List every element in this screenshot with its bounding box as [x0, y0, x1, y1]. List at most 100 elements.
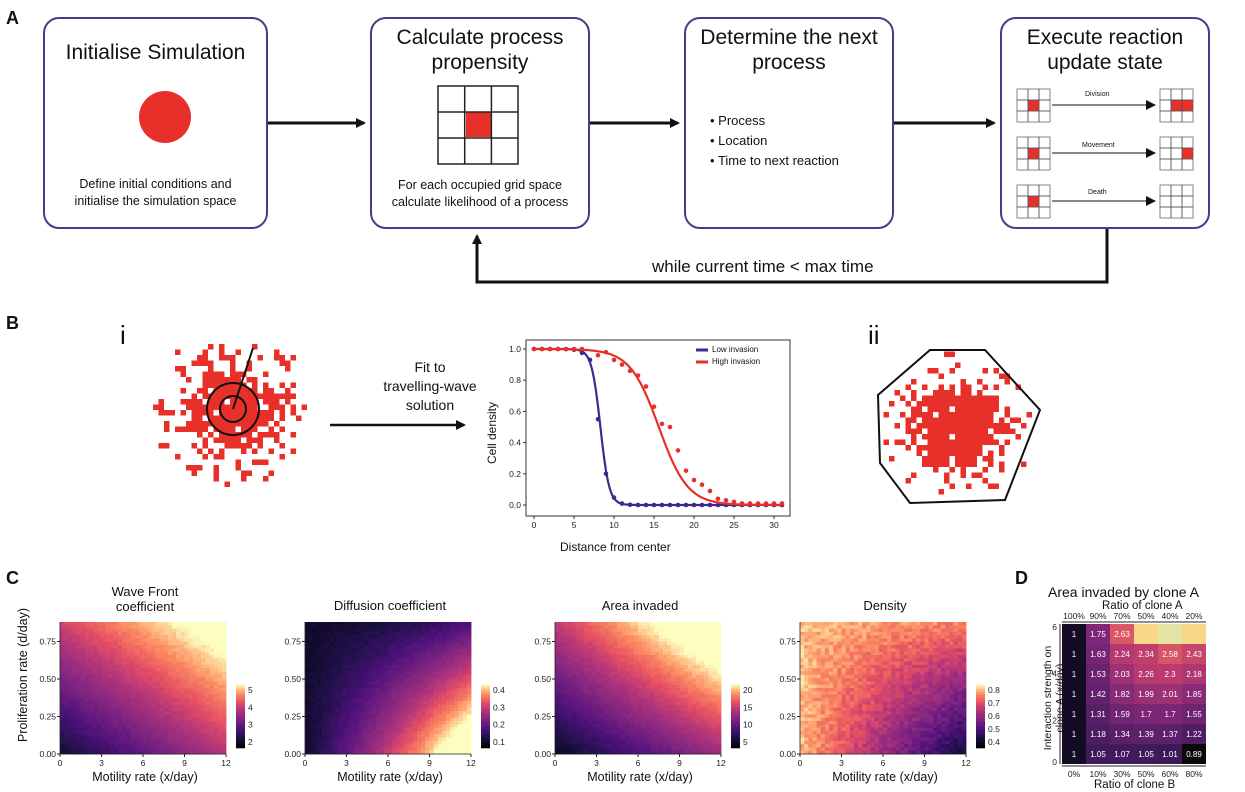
heat-cell — [571, 707, 577, 712]
heat-cell — [188, 671, 194, 676]
heat-cell — [367, 724, 372, 728]
colorbar-step — [481, 701, 490, 704]
heat-cell — [642, 707, 647, 712]
colorbar-tick-label: 4 — [248, 702, 253, 712]
cell — [268, 415, 274, 421]
heat-cell — [205, 678, 210, 682]
heat-cell — [367, 730, 372, 735]
heat-cell — [209, 671, 214, 676]
heat-cell — [563, 668, 568, 672]
heat-cell — [313, 664, 318, 669]
heat-cell — [388, 704, 393, 709]
heat-cell — [608, 704, 614, 709]
heat-cell — [109, 641, 115, 646]
heat-cell — [392, 664, 397, 669]
heat-cell — [163, 730, 169, 735]
heat-cell — [309, 684, 314, 689]
heat-cell — [371, 658, 376, 662]
heat-cell — [172, 648, 177, 653]
cell — [955, 395, 961, 401]
heat-cell — [147, 721, 152, 725]
heat-cell — [600, 622, 606, 626]
heat-cell — [358, 684, 364, 689]
cell — [263, 388, 269, 394]
heat-cell — [466, 655, 472, 659]
cell — [999, 428, 1005, 434]
heat-cell — [437, 704, 443, 709]
heat-cell — [563, 628, 568, 633]
heat-cell — [446, 628, 451, 633]
heat-cell — [305, 701, 310, 705]
heat-cell — [217, 730, 223, 735]
heat-cell — [342, 737, 347, 742]
heat-cell — [608, 750, 614, 755]
heat-cell — [84, 668, 90, 672]
heat-cell — [64, 744, 69, 748]
heat-cell — [138, 711, 144, 715]
heat-cell — [450, 750, 455, 755]
heat-cell — [412, 658, 418, 662]
heat-cell — [625, 737, 631, 742]
heat-cell — [629, 635, 635, 639]
heat-cell — [358, 631, 364, 636]
cell — [202, 388, 208, 394]
heat-cell — [375, 658, 381, 662]
heat-cell — [350, 625, 356, 629]
cell — [988, 406, 994, 412]
heat-cell — [400, 671, 405, 676]
heat-cell — [458, 694, 464, 699]
heat-cell — [109, 668, 115, 672]
heat-cell — [617, 714, 622, 719]
heat-cell — [305, 688, 310, 692]
heat-cell — [159, 740, 165, 745]
heat-cell — [64, 658, 69, 662]
heat-cell — [466, 707, 472, 712]
heat-cell — [334, 701, 339, 705]
heat-cell — [559, 721, 564, 725]
heat-cell — [604, 625, 610, 629]
heat-cell — [64, 655, 69, 659]
cell — [252, 426, 258, 432]
cell — [224, 437, 230, 443]
heat-cell — [350, 740, 356, 745]
cell — [235, 415, 241, 421]
heat-cell — [650, 622, 655, 626]
heat-cell — [109, 684, 115, 689]
heat-cell — [163, 664, 169, 669]
cell — [966, 428, 972, 434]
cell — [944, 428, 950, 434]
heat-cell — [305, 678, 310, 682]
data-point — [579, 346, 585, 352]
execute-title-2: update state — [1047, 51, 1163, 74]
heat-cell — [346, 661, 352, 666]
heat-cell — [441, 628, 447, 633]
heat-cell — [334, 727, 339, 732]
heat-cell — [213, 668, 219, 672]
heat-cell — [172, 721, 177, 725]
heat-cell — [392, 750, 397, 755]
heat-cell — [93, 684, 98, 689]
heat-cell — [379, 727, 385, 732]
heat-cell — [109, 658, 115, 662]
heat-cell — [646, 721, 651, 725]
heat-cell — [321, 688, 327, 692]
heat-cell — [450, 747, 455, 752]
heat-cell — [642, 648, 647, 653]
heat-cell — [97, 655, 102, 659]
heat-cell — [97, 628, 102, 633]
heat-cell — [80, 681, 86, 686]
heat-cell — [84, 671, 90, 676]
cell — [949, 368, 955, 374]
heat-cell — [625, 701, 631, 705]
heat-cell — [358, 671, 364, 676]
heat-cell — [396, 737, 401, 742]
heat-cell — [458, 641, 464, 646]
heat-cell — [375, 625, 381, 629]
heat-cell — [466, 674, 472, 679]
heat-cell — [113, 622, 119, 626]
heat-cell — [354, 691, 360, 695]
heat-cell — [325, 655, 331, 659]
heat-cell — [642, 701, 647, 705]
heat-cell — [138, 681, 144, 686]
heat-cell — [321, 717, 327, 722]
